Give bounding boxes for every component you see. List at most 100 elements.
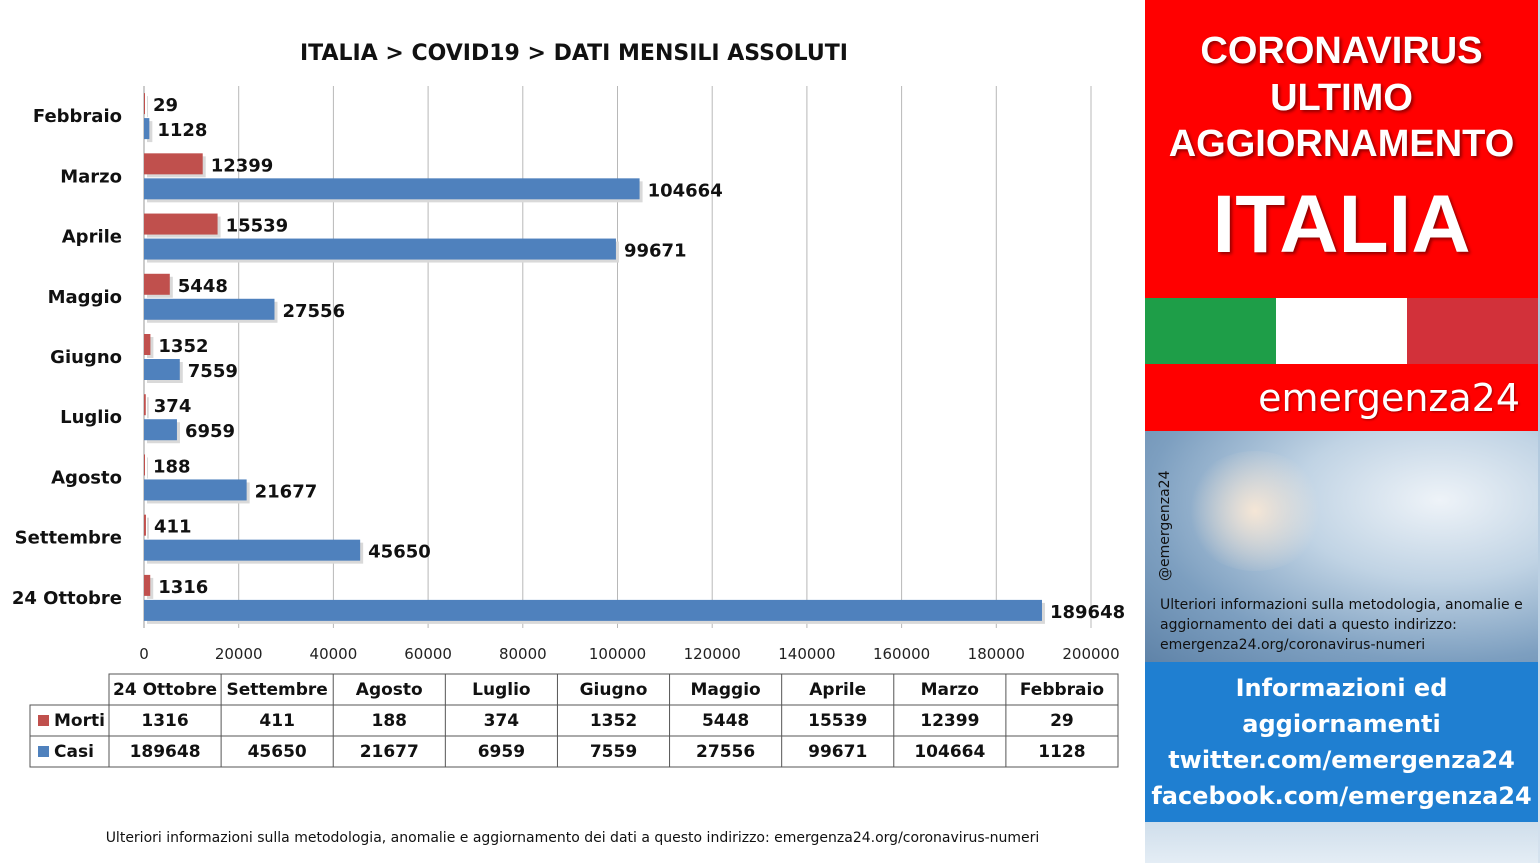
flag-stripe-green <box>1145 298 1276 364</box>
legend-label: Morti <box>54 711 105 731</box>
data-label: 7559 <box>188 361 238 382</box>
bottom-strip <box>1145 822 1538 863</box>
table-header-cell: Giugno <box>580 680 648 700</box>
table-cell: 15539 <box>808 711 867 731</box>
social-handle: @emergenza24 <box>1157 470 1173 582</box>
table-header-cell: Aprile <box>809 680 866 700</box>
table-cell: 188 <box>372 711 408 731</box>
bar-casi <box>144 298 275 320</box>
info-line-1: Informazioni ed <box>1235 674 1448 702</box>
table-header-cell: Luglio <box>472 680 530 700</box>
data-label: 21677 <box>255 481 318 502</box>
table-cell: 189648 <box>130 742 201 762</box>
bar-morti <box>144 153 203 175</box>
headline-line-3: AGGIORNAMENTO <box>1168 123 1515 165</box>
bar-morti <box>144 93 145 115</box>
table-cell: 21677 <box>360 742 419 762</box>
footer-note: Ulteriori informazioni sulla metodologia… <box>105 830 1040 846</box>
x-tick-label: 80000 <box>499 645 547 663</box>
bar-casi <box>144 118 150 140</box>
twitter-link[interactable]: twitter.com/emergenza24 <box>1168 746 1515 774</box>
data-label: 29 <box>153 95 178 116</box>
bar-chart: ITALIA > COVID19 > DATI MENSILI ASSOLUTI… <box>12 41 1125 768</box>
category-label: Marzo <box>60 166 122 187</box>
category-label: 24 Ottobre <box>12 588 122 609</box>
bar-shadow <box>147 397 149 419</box>
data-label: 188 <box>153 456 191 477</box>
category-label: Luglio <box>60 407 122 428</box>
headline-country: ITALIA <box>1212 179 1471 270</box>
table-header-cell: Agosto <box>356 680 423 700</box>
table-cell: 1352 <box>590 711 637 731</box>
category-label: Agosto <box>51 467 122 488</box>
table-cell: 411 <box>259 711 295 731</box>
bar-shadow <box>147 121 153 143</box>
bar-shadow <box>147 96 148 118</box>
category-label: Giugno <box>50 347 122 368</box>
bar-morti <box>144 574 151 596</box>
legend-label: Casi <box>54 742 94 762</box>
table-header-cell: Febbraio <box>1020 680 1104 700</box>
bar-morti <box>144 273 170 295</box>
table-row <box>29 735 1119 768</box>
bar-morti <box>144 334 151 355</box>
bar-casi <box>144 238 616 260</box>
bar-casi <box>144 479 247 501</box>
table-cell: 1316 <box>141 711 188 731</box>
table-cell: 374 <box>484 711 520 731</box>
flag-stripe-red <box>1407 298 1538 364</box>
table-cell: 29 <box>1050 711 1074 731</box>
x-tick-label: 200000 <box>1062 645 1119 663</box>
data-label: 45650 <box>368 542 431 563</box>
chart-area: ITALIA > COVID19 > DATI MENSILI ASSOLUTI… <box>11 41 1126 846</box>
table-cell: 27556 <box>696 742 755 762</box>
data-label: 6959 <box>185 421 235 442</box>
bar-casi <box>144 599 1042 621</box>
category-label: Maggio <box>48 287 122 308</box>
table-cell: 5448 <box>702 711 749 731</box>
photo-highlight <box>1185 451 1325 571</box>
bar-casi <box>144 539 361 561</box>
category-label: Settembre <box>15 528 122 549</box>
facebook-link[interactable]: facebook.com/emergenza24 <box>1151 782 1532 810</box>
bar-shadow <box>147 517 149 539</box>
table-cell: 6959 <box>478 742 525 762</box>
background-photo: @emergenza24 Ulteriori informazioni sull… <box>1145 431 1538 662</box>
table-cell: 45650 <box>248 742 307 762</box>
x-tick-label: 40000 <box>310 645 358 663</box>
brand-bar: emergenza24 <box>1145 364 1538 431</box>
info-box: Informazioni ed aggiornamenti twitter.co… <box>1145 662 1538 822</box>
data-label: 12399 <box>211 155 274 176</box>
table-header-cell: 24 Ottobre <box>113 680 217 700</box>
x-tick-label: 0 <box>139 645 149 663</box>
italian-flag <box>1145 298 1538 364</box>
table-cell: 1128 <box>1038 742 1085 762</box>
legend-swatch <box>38 746 49 757</box>
data-label: 15539 <box>226 216 289 237</box>
bar-casi <box>144 359 180 380</box>
x-tick-label: 160000 <box>873 645 930 663</box>
x-tick-label: 100000 <box>589 645 646 663</box>
category-label: Febbraio <box>33 106 122 127</box>
bar-morti <box>144 213 218 235</box>
headline-line-1: CORONAVIRUS <box>1200 30 1483 72</box>
chart-title: ITALIA > COVID19 > DATI MENSILI ASSOLUTI <box>300 41 848 66</box>
side-panel: CORONAVIRUS ULTIMO AGGIORNAMENTO ITALIA … <box>1145 0 1540 863</box>
bar-casi <box>144 178 640 200</box>
data-label: 189648 <box>1050 602 1125 623</box>
headline-box: CORONAVIRUS ULTIMO AGGIORNAMENTO ITALIA <box>1145 0 1538 298</box>
category-label: Aprile <box>62 227 122 248</box>
info-line-2: aggiornamenti <box>1242 710 1441 738</box>
data-label: 5448 <box>178 276 228 297</box>
table-cell: 7559 <box>590 742 637 762</box>
headline-line-2: ULTIMO <box>1270 77 1413 119</box>
data-label: 1316 <box>158 577 208 598</box>
data-label: 1352 <box>158 336 208 357</box>
data-label: 99671 <box>624 241 687 262</box>
x-tick-label: 140000 <box>778 645 835 663</box>
bar-morti <box>144 394 146 416</box>
flag-stripe-white <box>1276 298 1407 364</box>
bar-casi <box>144 419 177 441</box>
table-cell: 104664 <box>914 742 985 762</box>
data-label: 104664 <box>648 180 723 201</box>
